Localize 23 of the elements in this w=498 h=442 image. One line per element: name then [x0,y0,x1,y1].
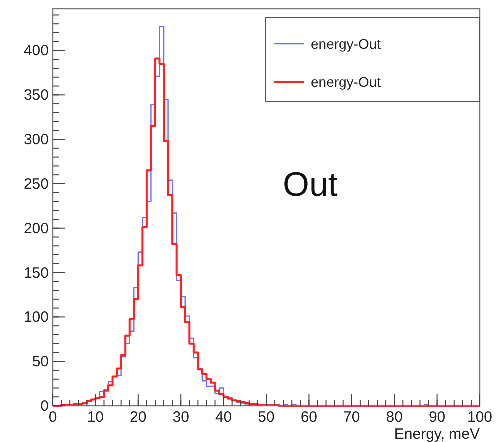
y-tick-label: 50 [32,354,49,371]
x-axis-title: Energy, meV [394,426,480,442]
x-tick-label: 70 [344,409,360,426]
x-tick-label: 30 [172,409,190,426]
y-tick-label: 150 [24,264,49,282]
y-tick-label: 100 [24,309,49,326]
x-tick-label: 20 [130,409,147,426]
y-tick-label: 250 [24,176,49,193]
x-tick-label: 60 [300,409,318,426]
y-tick-label: 300 [24,132,49,149]
legend-label: energy-Out [311,36,382,52]
x-tick-label: 40 [215,409,232,426]
x-tick-label: 10 [87,409,104,426]
y-tick-label: 350 [24,87,49,104]
y-tick-label: 200 [24,220,49,238]
x-tick-label: 90 [428,409,446,426]
y-tick-label: 0 [40,398,49,415]
x-tick-label: 80 [386,409,403,426]
x-tick-label: 50 [258,409,275,426]
legend-label: energy-Out [311,74,382,90]
y-tick-label: 400 [24,42,49,60]
annotation: Out [283,166,338,204]
x-tick-label: 100 [467,409,493,426]
